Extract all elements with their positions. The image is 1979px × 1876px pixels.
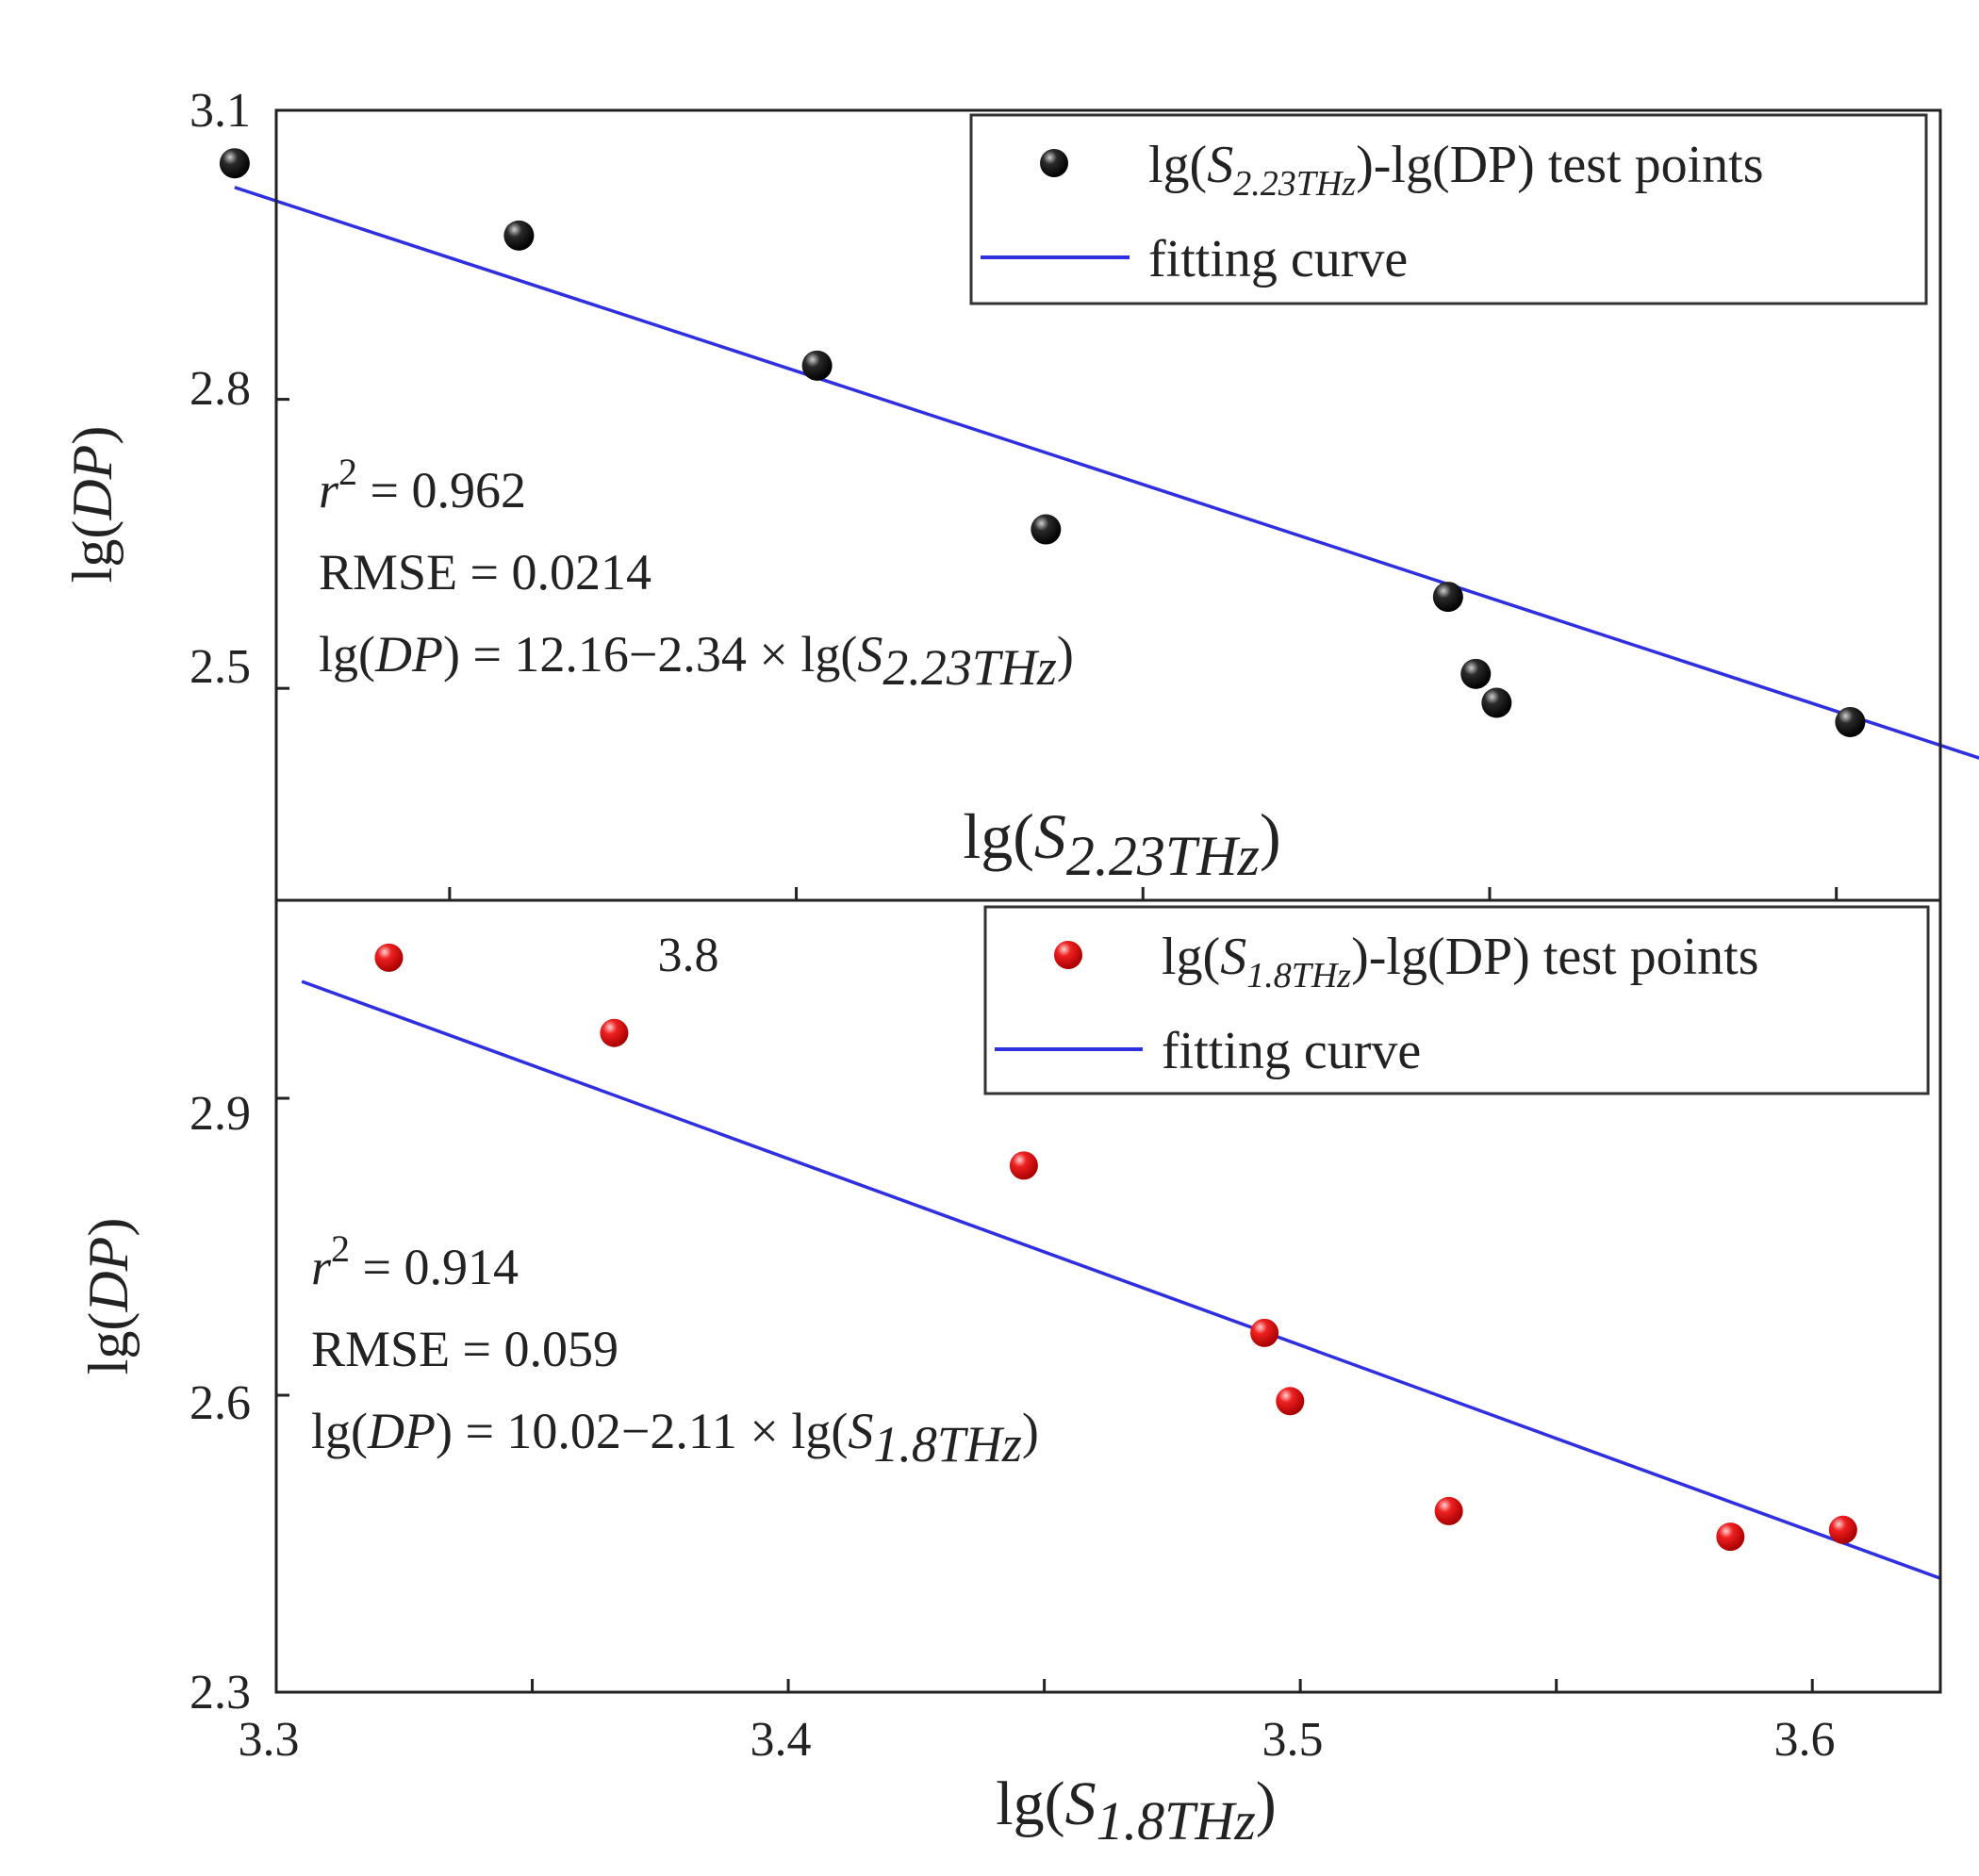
bottom-legend-label-fit: fitting curve	[1162, 1022, 1421, 1080]
top-legend-point-marker	[1040, 149, 1068, 177]
top-r2-text: r2 = 0.962	[319, 451, 526, 518]
bottom-equation-text: lg(DP) = 10.02−2.11 × lg(S1.8THz)	[311, 1403, 1039, 1473]
bottom-fitting-line	[301, 979, 1941, 1580]
top-data-point	[1432, 582, 1463, 613]
bottom-legend: lg(S1.8THz)-lg(DP) test points fitting c…	[983, 905, 1930, 1095]
bottom-x-tick-label: 3.3	[239, 1713, 300, 1767]
bottom-x-tick-label: 3.4	[750, 1713, 812, 1767]
top-data-point	[1835, 706, 1866, 737]
top-fitting-line	[234, 186, 1979, 760]
top-y-tick-label: 2.5	[190, 640, 251, 694]
bottom-axis-ticks	[274, 1096, 1814, 1694]
top-data-point	[1031, 514, 1062, 545]
top-fit-layer	[234, 186, 1979, 760]
bottom-data-point	[1250, 1318, 1279, 1347]
top-legend: lg(S2.23THz)-lg(DP) test points fitting …	[969, 113, 1928, 305]
bottom-plot-frame	[274, 898, 1942, 1694]
top-data-point	[503, 220, 535, 251]
top-legend-label-fit: fitting curve	[1148, 230, 1408, 288]
bottom-x-tick-label: 3.6	[1774, 1713, 1836, 1767]
top-points-layer	[219, 148, 1866, 737]
bottom-data-point	[1009, 1151, 1038, 1180]
bottom-data-point	[1276, 1387, 1305, 1416]
top-legend-label-points: lg(S2.23THz)-lg(DP) test points	[1148, 136, 1764, 204]
bottom-y-tick-label: 2.3	[190, 1666, 251, 1720]
bottom-data-point	[600, 1018, 629, 1047]
bottom-data-point	[1828, 1515, 1857, 1544]
bottom-data-point	[1434, 1496, 1463, 1525]
bottom-fit-layer	[301, 979, 1941, 1580]
bottom-rmse-text: RMSE = 0.059	[311, 1321, 618, 1377]
top-equation-text: lg(DP) = 12.16−2.34 × lg(S2.23THz)	[319, 626, 1074, 696]
top-rmse-text: RMSE = 0.0214	[319, 544, 651, 601]
top-data-point	[801, 350, 833, 381]
bottom-x-axis-label: lg(S1.8THz)	[996, 1769, 1277, 1851]
top-y-tick-label: 2.8	[190, 362, 251, 416]
bottom-data-point	[374, 943, 404, 972]
top-panel: 3.1 2.8 2.5 3.8 lg(DP) lg(S2.23THz) r2 =…	[61, 84, 1979, 982]
bottom-y-axis-label: lg(DP)	[77, 1218, 140, 1375]
bottom-legend-label-points: lg(S1.8THz)-lg(DP) test points	[1162, 928, 1759, 996]
bottom-y-tick-label: 2.6	[190, 1376, 251, 1430]
top-legend-box	[969, 113, 1928, 305]
top-data-point	[1460, 658, 1492, 689]
top-x-axis-label: lg(S2.23THz)	[963, 800, 1280, 887]
top-x-tick-label: 3.8	[658, 929, 719, 982]
bottom-y-tick-label: 2.9	[190, 1087, 251, 1141]
bottom-stats-annotation: r2 = 0.914 RMSE = 0.059 lg(DP) = 10.02−2…	[311, 1227, 1039, 1473]
top-data-point	[219, 148, 250, 179]
bottom-panel: 2.9 2.6 2.3 3.3 3.4 3.5 3.6 lg(DP) lg(S1…	[77, 898, 1942, 1851]
bottom-legend-point-marker	[1054, 941, 1082, 969]
top-stats-annotation: r2 = 0.962 RMSE = 0.0214 lg(DP) = 12.16−…	[319, 451, 1074, 696]
bottom-r2-text: r2 = 0.914	[311, 1227, 519, 1295]
bottom-data-point	[1716, 1522, 1745, 1552]
top-y-axis-label: lg(DP)	[61, 426, 124, 584]
bottom-points-layer	[374, 943, 1857, 1552]
bottom-x-tick-label: 3.5	[1262, 1713, 1324, 1767]
bottom-legend-box	[983, 905, 1930, 1095]
top-data-point	[1481, 687, 1512, 718]
top-y-tick-label: 3.1	[190, 84, 251, 138]
